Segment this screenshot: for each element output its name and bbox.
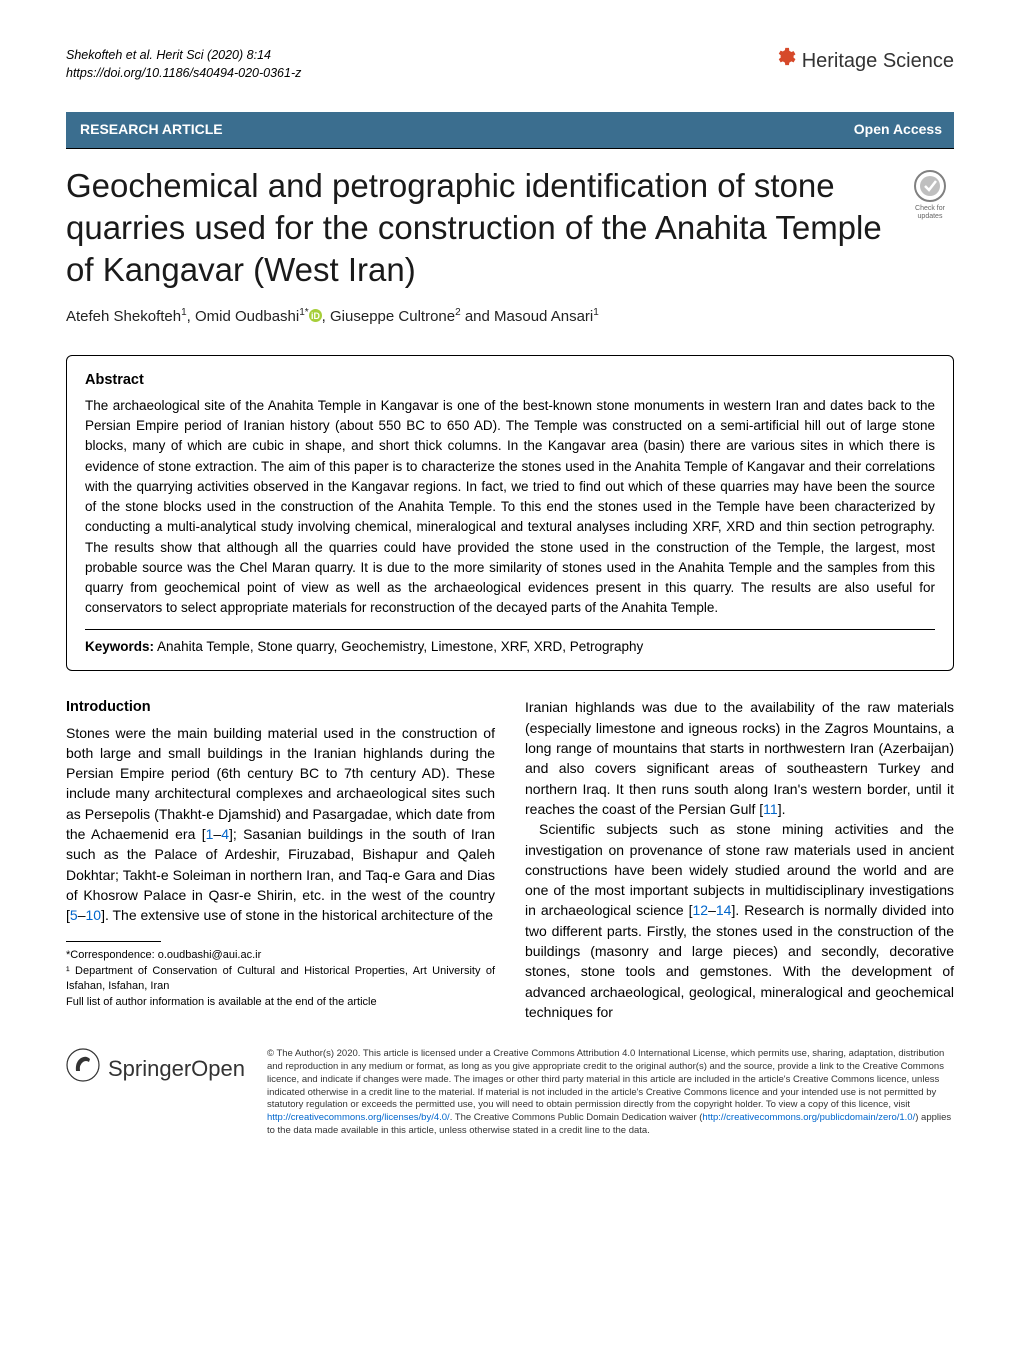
keywords-values: Anahita Temple, Stone quarry, Geochemist…: [157, 639, 643, 654]
abstract-text: The archaeological site of the Anahita T…: [85, 396, 935, 619]
springer-open-logo: SpringerOpen: [66, 1048, 245, 1089]
intro-text-2b: ].: [778, 801, 786, 817]
intro-paragraph-2: Iranian highlands was due to the availab…: [525, 697, 954, 819]
journal-name: Heritage Science: [802, 47, 954, 75]
ref-dash-3: –: [708, 902, 716, 918]
author-info-line: Full list of author information is avail…: [66, 995, 495, 1010]
abstract-box: Abstract The archaeological site of the …: [66, 355, 954, 672]
right-column: Iranian highlands was due to the availab…: [525, 697, 954, 1022]
orcid-icon[interactable]: iD: [309, 307, 322, 320]
ref-link-12[interactable]: 12: [692, 902, 708, 918]
springer-text: SpringerOpen: [108, 1054, 245, 1085]
ref-link-10[interactable]: 10: [85, 907, 101, 923]
abstract-heading: Abstract: [85, 370, 935, 390]
license-link-1[interactable]: http://creativecommons.org/licenses/by/4…: [267, 1112, 450, 1123]
ref-link-4[interactable]: 4: [221, 826, 229, 842]
open-word: Open: [191, 1056, 245, 1081]
gear-icon: [774, 46, 796, 75]
license-text-b: . The Creative Commons Public Domain Ded…: [450, 1112, 703, 1123]
svg-text:iD: iD: [311, 310, 320, 320]
crossmark-badge[interactable]: Check for updates: [906, 169, 954, 220]
crossmark-label: Check for updates: [906, 205, 954, 220]
license-text-a: © The Author(s) 2020. This article is li…: [267, 1048, 944, 1110]
author-2-aff: 1*: [299, 307, 308, 318]
license-text: © The Author(s) 2020. This article is li…: [267, 1048, 954, 1138]
left-column: Introduction Stones were the main buildi…: [66, 697, 495, 1022]
body-columns: Introduction Stones were the main buildi…: [66, 697, 954, 1022]
intro-text-2a: Iranian highlands was due to the availab…: [525, 699, 954, 816]
author-4: Masoud Ansari: [494, 308, 593, 325]
springer-horse-icon: [66, 1048, 100, 1089]
author-1: Atefeh Shekofteh: [66, 308, 181, 325]
ref-link-11[interactable]: 11: [763, 801, 778, 817]
author-3-aff: 2: [455, 307, 461, 318]
classification-bar: RESEARCH ARTICLE Open Access: [66, 112, 954, 149]
article-title: Geochemical and petrographic identificat…: [66, 165, 896, 292]
open-access-badge: Open Access: [842, 112, 954, 148]
author-1-aff: 1: [181, 307, 187, 318]
intro-paragraph-1: Stones were the main building material u…: [66, 723, 495, 926]
intro-text-1c: ]. The extensive use of stone in the his…: [101, 907, 493, 923]
footer-row: SpringerOpen © The Author(s) 2020. This …: [66, 1048, 954, 1138]
footnotes-block: *Correspondence: o.oudbashi@aui.ac.ir ¹ …: [66, 948, 495, 1010]
license-link-2[interactable]: http://creativecommons.org/publicdomain/…: [702, 1112, 915, 1123]
author-2: Omid Oudbashi: [195, 308, 299, 325]
affiliation-line: ¹ Department of Conservation of Cultural…: [66, 964, 495, 995]
header-row: Shekofteh et al. Herit Sci (2020) 8:14 h…: [66, 46, 954, 82]
citation-block: Shekofteh et al. Herit Sci (2020) 8:14 h…: [66, 46, 301, 82]
intro-text-3b: ]. Research is normally divided into two…: [525, 902, 954, 1019]
article-type-badge: RESEARCH ARTICLE: [66, 112, 237, 148]
authors-line: Atefeh Shekofteh1, Omid Oudbashi1*iD, Gi…: [66, 306, 954, 327]
journal-brand: Heritage Science: [774, 46, 954, 75]
ref-link-14[interactable]: 14: [716, 902, 732, 918]
intro-text-1a: Stones were the main building material u…: [66, 725, 495, 842]
introduction-heading: Introduction: [66, 697, 495, 718]
citation-doi: https://doi.org/10.1186/s40494-020-0361-…: [66, 64, 301, 82]
crossmark-icon: [913, 169, 947, 203]
author-3: Giuseppe Cultrone: [330, 308, 455, 325]
ref-link-5[interactable]: 5: [70, 907, 78, 923]
springer-word: Springer: [108, 1056, 191, 1081]
author-4-aff: 1: [593, 307, 599, 318]
keywords-line: Keywords: Anahita Temple, Stone quarry, …: [85, 629, 935, 657]
footnote-separator: [66, 941, 161, 942]
citation-line-1: Shekofteh et al. Herit Sci (2020) 8:14: [66, 46, 301, 64]
keywords-label: Keywords:: [85, 639, 154, 654]
intro-paragraph-3: Scientific subjects such as stone mining…: [525, 819, 954, 1022]
correspondence-line: *Correspondence: o.oudbashi@aui.ac.ir: [66, 948, 495, 963]
